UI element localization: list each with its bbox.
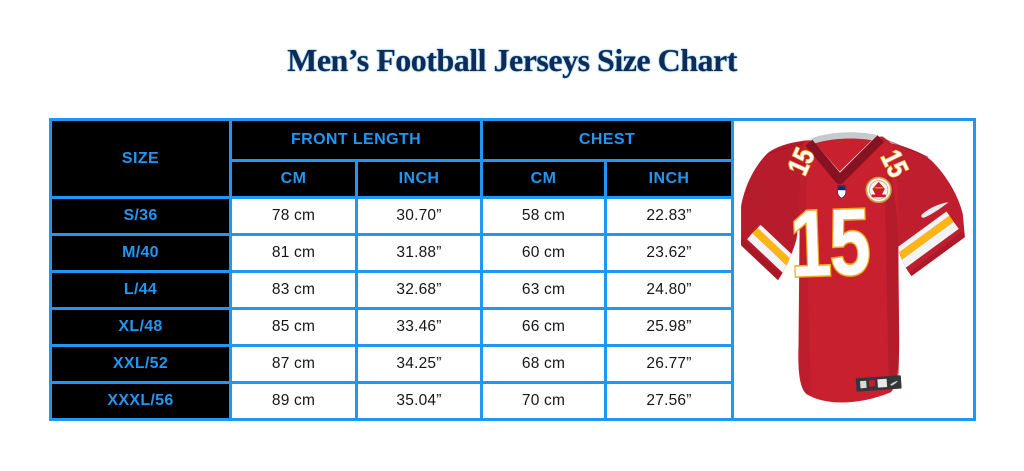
front-length-inch-cell: 35.04” [355, 381, 483, 421]
size-cell: S/36 [49, 196, 232, 236]
jersey-cell: 15 15 15 [731, 118, 977, 421]
table-row: M/40 81 cm 31.88” 60 cm 23.62” [49, 233, 975, 273]
front-length-inch-cell: 30.70” [355, 196, 483, 236]
size-cell: L/44 [49, 270, 232, 310]
chest-inch-cell: 23.62” [603, 233, 735, 273]
front-length-cm-cell: 78 cm [229, 196, 358, 236]
col-header-front-length: FRONT LENGTH [229, 118, 483, 162]
chest-cm-cell: 63 cm [480, 270, 607, 310]
size-cell: XL/48 [49, 307, 232, 347]
front-length-cm-cell: 85 cm [229, 307, 358, 347]
subheader-front-inch: INCH [355, 159, 483, 199]
jersey-jock-tag [855, 374, 902, 392]
size-cell: M/40 [49, 233, 232, 273]
jersey-vneck-trim [804, 134, 884, 184]
subheader-chest-cm: CM [480, 159, 607, 199]
subheader-chest-inch: INCH [603, 159, 735, 199]
front-length-cm-cell: 87 cm [229, 344, 358, 384]
jersey-torso [797, 136, 899, 402]
front-length-cm-cell: 81 cm [229, 233, 358, 273]
chest-cm-cell: 60 cm [480, 233, 607, 273]
chest-cm-cell: 70 cm [480, 381, 607, 421]
chest-cm-cell: 58 cm [480, 196, 607, 236]
table-row: L/44 83 cm 32.68” 63 cm 24.80” [49, 270, 975, 310]
table-row: XL/48 85 cm 33.46” 66 cm 25.98” [49, 307, 975, 347]
jersey-collar-back [810, 131, 879, 145]
front-length-inch-cell: 33.46” [355, 307, 483, 347]
page-title: Men’s Football Jerseys Size Chart [287, 42, 737, 78]
championship-patch-icon [865, 176, 892, 203]
chest-cm-cell: 66 cm [480, 307, 607, 347]
chest-inch-cell: 26.77” [603, 344, 735, 384]
table-row: XXL/52 87 cm 34.25” 68 cm 26.77” [49, 344, 975, 384]
chest-cm-cell: 68 cm [480, 344, 607, 384]
left-sleeve-stripes [740, 224, 798, 280]
size-cell: XXXL/56 [49, 381, 232, 421]
nfl-shield-logo-icon [836, 184, 846, 198]
size-cell: XXL/52 [49, 344, 232, 384]
front-length-inch-cell: 34.25” [355, 344, 483, 384]
chest-inch-cell: 27.56” [603, 381, 735, 421]
front-length-cm-cell: 89 cm [229, 381, 358, 421]
table-row: XXXL/56 89 cm 35.04” 70 cm 27.56” [49, 381, 975, 421]
size-chart-table: SIZE FRONT LENGTH CHEST [49, 118, 977, 421]
subheader-front-cm: CM [229, 159, 358, 199]
chest-inch-cell: 24.80” [603, 270, 735, 310]
jersey-number: 15 [788, 187, 870, 296]
nike-swoosh-icon [920, 201, 948, 218]
jersey-product-image: 15 15 15 [736, 123, 972, 417]
col-header-size: SIZE [49, 118, 232, 199]
front-length-inch-cell: 31.88” [355, 233, 483, 273]
front-length-cm-cell: 83 cm [229, 270, 358, 310]
col-header-chest: CHEST [479, 118, 735, 162]
right-sleeve-stripes [892, 210, 965, 276]
table-row: S/36 78 cm 30.70” 58 cm 22.83” [49, 196, 975, 236]
front-length-inch-cell: 32.68” [355, 270, 483, 310]
chest-inch-cell: 25.98” [603, 307, 735, 347]
chest-inch-cell: 22.83” [603, 196, 735, 236]
